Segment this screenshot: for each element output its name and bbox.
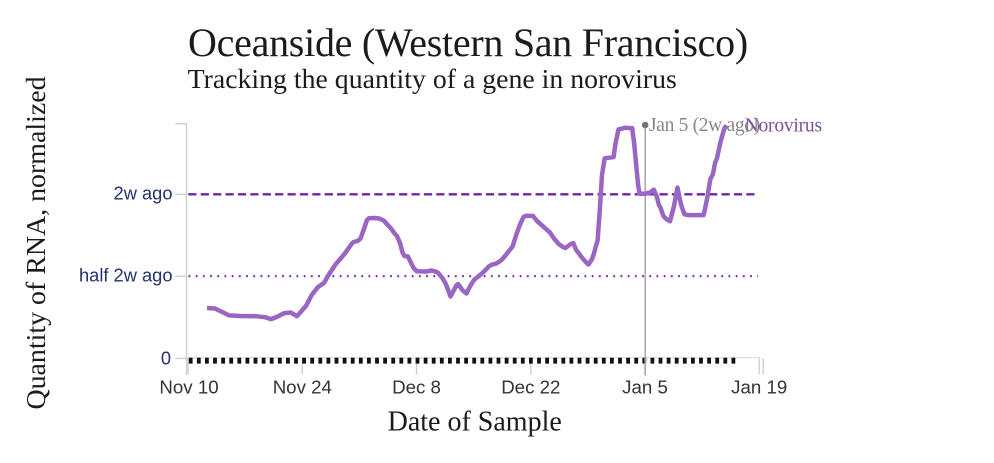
svg-text:Oceanside (Western San Francis: Oceanside (Western San Francisco) xyxy=(188,20,748,65)
svg-text:Dec 8: Dec 8 xyxy=(392,377,441,398)
svg-text:half 2w ago: half 2w ago xyxy=(79,264,173,285)
svg-text:Date of Sample: Date of Sample xyxy=(388,407,562,438)
svg-text:Norovirus: Norovirus xyxy=(745,116,822,137)
svg-text:2w ago: 2w ago xyxy=(114,182,173,203)
svg-text:Nov 24: Nov 24 xyxy=(273,377,332,398)
svg-text:Tracking the quantity of a gen: Tracking the quantity of a gene in norov… xyxy=(188,64,677,95)
svg-text:Jan 5 (2w ago): Jan 5 (2w ago) xyxy=(649,115,760,136)
svg-text:Nov 10: Nov 10 xyxy=(159,377,218,398)
svg-text:0: 0 xyxy=(161,348,171,369)
svg-text:Jan 19: Jan 19 xyxy=(731,377,787,398)
svg-text:Quantity of RNA, normalized: Quantity of RNA, normalized xyxy=(21,76,52,409)
svg-text:Jan 5: Jan 5 xyxy=(622,377,668,398)
svg-text:Dec 22: Dec 22 xyxy=(501,377,560,398)
